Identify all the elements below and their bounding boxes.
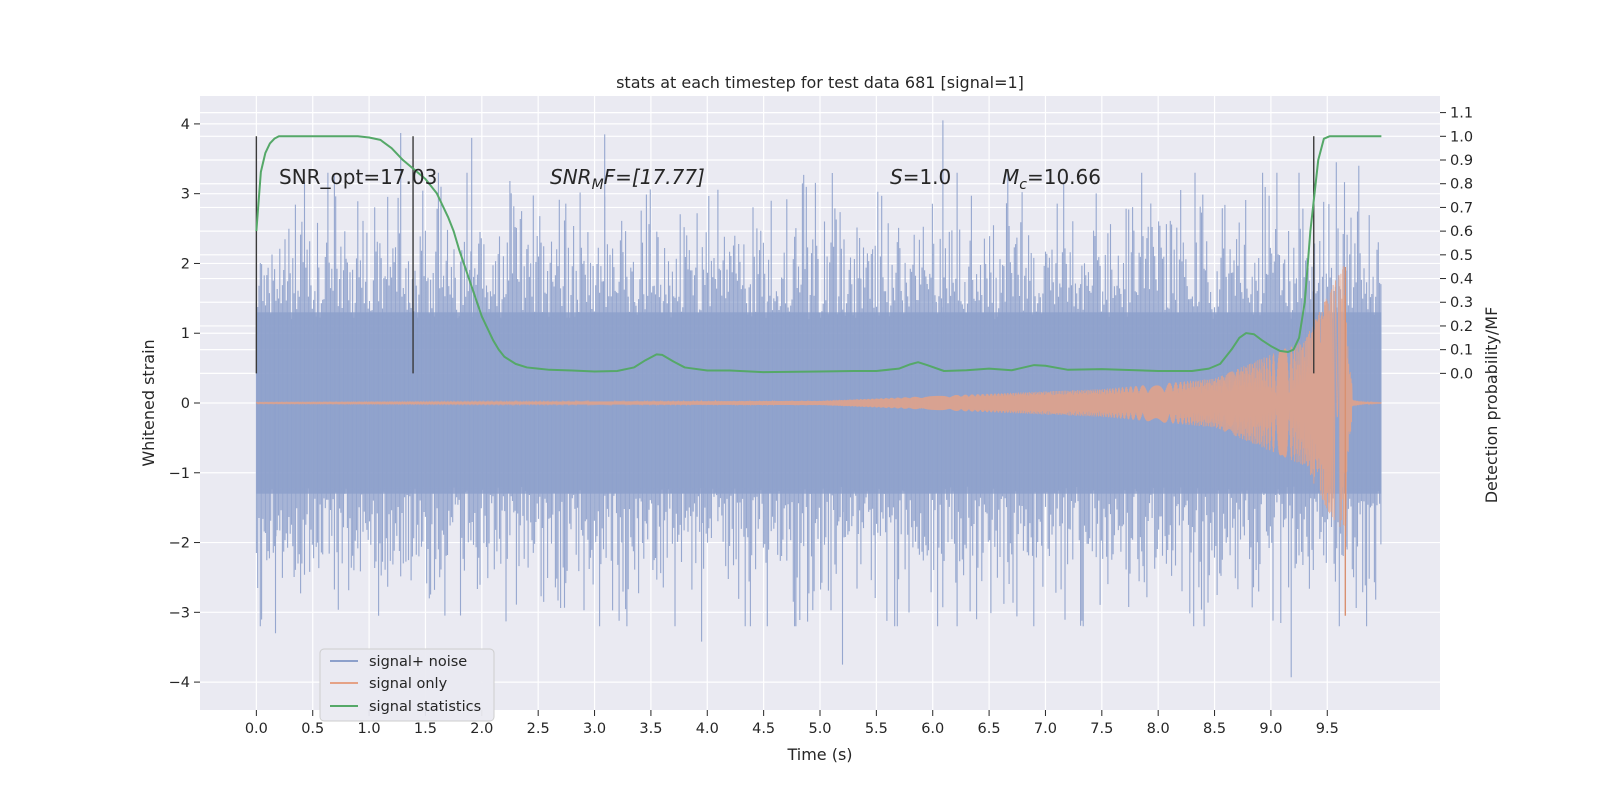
annotation-mc-rest: =10.66 (1027, 165, 1101, 189)
y-right-tick-label: 1.0 (1450, 129, 1473, 145)
chart-title: stats at each timestep for test data 681… (616, 73, 1024, 92)
annotation-snr-mf: SNRMF=[17.77] (550, 165, 705, 193)
annotation-s-rest: =1.0 (903, 165, 952, 189)
annotation-mc-main: M (1002, 165, 1019, 189)
y-right-tick-label: 0.0 (1450, 366, 1473, 382)
legend-label-signal-noise: signal+ noise (369, 654, 467, 670)
x-tick-label: 7.5 (1090, 721, 1113, 737)
signal-statistics-line (255, 135, 1382, 374)
y-right-tick-label: 0.8 (1450, 177, 1473, 193)
y-axis-label: Whitened strain (139, 339, 158, 466)
x-tick-label: 3.0 (583, 721, 606, 737)
x-tick-label: 7.0 (1034, 721, 1057, 737)
y-right-tick-label: 0.9 (1450, 153, 1473, 169)
x-tick-label: 0.5 (301, 721, 324, 737)
annotation-mc: Mc=10.66 (1002, 165, 1101, 193)
y-right-tick-label: 0.3 (1450, 295, 1473, 311)
x-tick-label: 8.5 (1203, 721, 1226, 737)
annotation-snr-opt: SNR_opt=17.03 (279, 165, 437, 189)
y-tick-label: 2 (181, 256, 190, 272)
x-tick-label: 6.5 (978, 721, 1001, 737)
y-axis-ticks: −4 −3 −2 −1 0 1 2 3 4 (169, 117, 200, 691)
annotation-snr-mf-sub: M (592, 177, 604, 193)
legend: signal+ noise signal only signal statist… (319, 648, 495, 722)
x-axis-label: Time (s) (786, 745, 852, 764)
x-tick-label: 5.5 (865, 721, 888, 737)
y-axis-right-label: Detection probability/MF (1482, 307, 1501, 504)
annotation-snr-mf-rest: F=[17.77] (604, 165, 705, 189)
y-tick-label: 0 (181, 396, 190, 412)
x-tick-label: 1.0 (358, 721, 381, 737)
x-tick-label: 8.0 (1147, 721, 1170, 737)
y-right-tick-label: 0.7 (1450, 200, 1473, 216)
y-right-tick-label: 0.5 (1450, 248, 1473, 264)
x-tick-label: 1.5 (414, 721, 437, 737)
y-axis-right-ticks: 0.0 0.1 0.2 0.3 0.4 0.5 0.6 0.7 0.8 0.9 1.0 1.1 (1440, 106, 1473, 382)
legend-box (319, 648, 495, 722)
x-tick-label: 4.0 (696, 721, 719, 737)
y-right-tick-label: 0.6 (1450, 224, 1473, 240)
vertical-markers (255, 136, 1315, 374)
legend-label-signal-statistics: signal statistics (369, 699, 481, 715)
x-tick-label: 9.0 (1259, 721, 1282, 737)
annotation-snr-mf-main: SNR (550, 165, 592, 189)
annotation-s-main: S (890, 165, 903, 189)
y-tick-label: 3 (181, 187, 190, 203)
signal-statistics-series (255, 135, 1382, 374)
y-right-tick-label: 1.1 (1450, 106, 1473, 122)
x-tick-label: 2.0 (470, 721, 493, 737)
y-tick-label: −2 (169, 536, 190, 552)
legend-label-signal-only: signal only (369, 676, 448, 692)
y-tick-label: −1 (169, 466, 190, 482)
x-tick-label: 9.5 (1316, 721, 1339, 737)
annotation-mc-sub: c (1019, 177, 1027, 193)
x-tick-label: 4.5 (752, 721, 775, 737)
y-right-tick-label: 0.2 (1450, 319, 1473, 335)
signal-only-series (255, 266, 1382, 616)
x-axis-ticks: 0.0 0.5 1.0 1.5 2.0 2.5 3.0 3.5 4.0 4.5 5.0 5.5 6.0 6… (245, 710, 1339, 737)
x-tick-label: 0.0 (245, 721, 268, 737)
x-tick-label: 3.5 (639, 721, 662, 737)
y-tick-label: 1 (181, 326, 190, 342)
y-tick-label: −3 (169, 605, 190, 621)
x-tick-label: 6.0 (921, 721, 944, 737)
signal-only-line (255, 266, 1382, 537)
annotation-s: S=1.0 (890, 165, 951, 189)
y-right-tick-label: 0.4 (1450, 272, 1473, 288)
y-tick-label: −4 (169, 675, 190, 691)
y-right-tick-label: 0.1 (1450, 343, 1473, 359)
x-tick-label: 5.0 (808, 721, 831, 737)
y-tick-label: 4 (181, 117, 190, 133)
x-tick-label: 2.5 (527, 721, 550, 737)
